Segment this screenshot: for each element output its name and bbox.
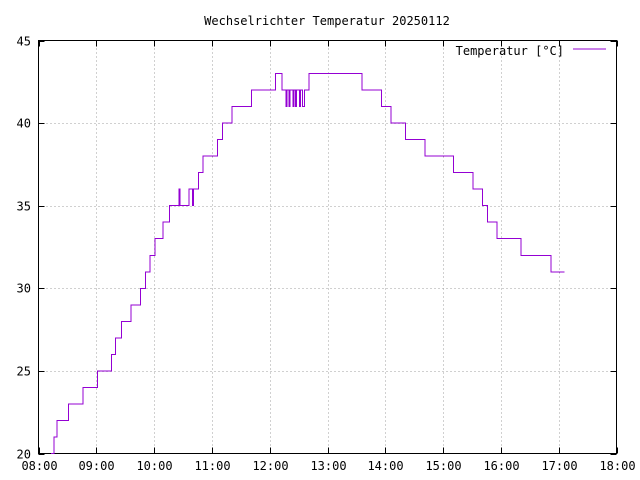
- y-tick-label: 35: [17, 200, 31, 214]
- axis-tick-labels: 08:00 09:00 10:00 11:00 12:00 13:00 14:00 15:00…: [17, 35, 636, 474]
- x-tick-label: 13:00: [310, 459, 346, 473]
- legend: Temperatur [°C]: [456, 44, 606, 58]
- y-tick-label: 25: [17, 365, 31, 379]
- y-tick-label: 20: [17, 448, 31, 462]
- x-tick-label: 15:00: [425, 459, 461, 473]
- x-tick-label: 09:00: [78, 459, 114, 473]
- y-tick-label: 40: [17, 117, 31, 131]
- y-tick-label: 30: [17, 282, 31, 296]
- x-tick-label: 12:00: [252, 459, 288, 473]
- x-tick-label: 17:00: [541, 459, 577, 473]
- x-tick-label: 18:00: [599, 459, 635, 473]
- axis-ticks: [38, 40, 618, 455]
- x-tick-label: 14:00: [367, 459, 403, 473]
- y-tick-label: 45: [17, 35, 31, 49]
- x-tick-label: 16:00: [483, 459, 519, 473]
- series-line-temperatur: [51, 73, 565, 454]
- chart-title: Wechselrichter Temperatur 20250112: [204, 14, 450, 28]
- legend-label-temperatur: Temperatur [°C]: [456, 44, 564, 58]
- x-tick-label: 11:00: [194, 459, 230, 473]
- plot-border: [38, 40, 617, 454]
- x-tick-label: 10:00: [136, 459, 172, 473]
- series-lines: [51, 73, 565, 454]
- x-tick-label: 08:00: [21, 459, 57, 473]
- grid-lines: [38, 40, 617, 454]
